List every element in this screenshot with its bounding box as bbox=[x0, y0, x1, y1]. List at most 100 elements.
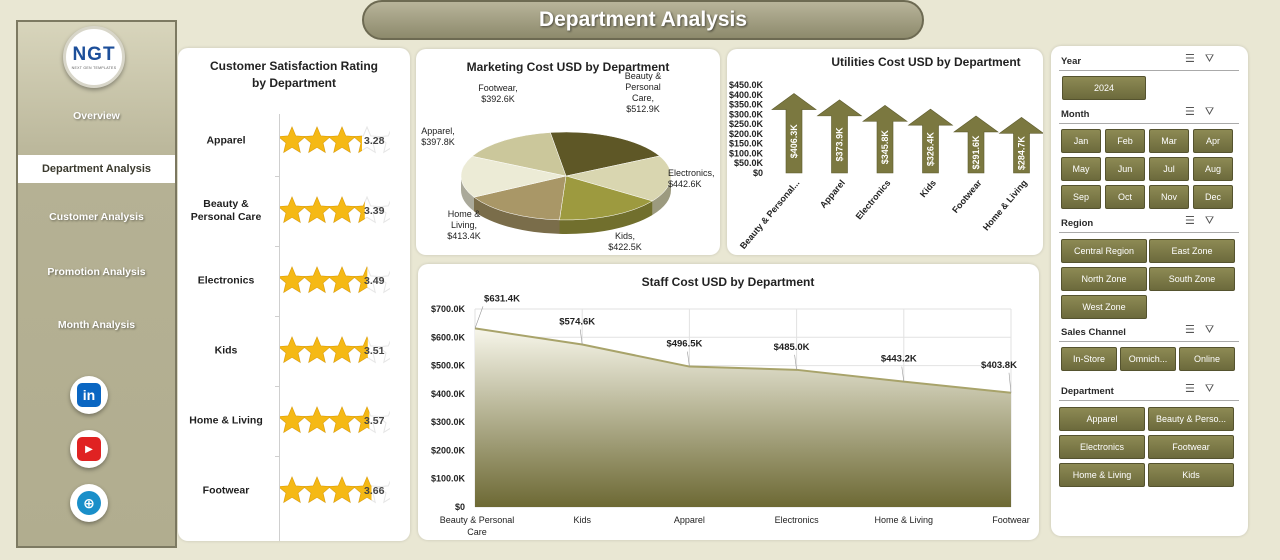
slicer-option-month[interactable]: Nov bbox=[1149, 185, 1189, 209]
multi-select-icon[interactable]: ☰ bbox=[1185, 215, 1205, 227]
x-tick-label: Apparel bbox=[674, 515, 705, 525]
slicer-option-region[interactable]: South Zone bbox=[1149, 267, 1235, 291]
multi-select-icon[interactable]: ☰ bbox=[1185, 106, 1205, 118]
utilities-bar[interactable] bbox=[953, 115, 999, 174]
star-icon bbox=[327, 406, 357, 433]
star-rating bbox=[280, 405, 390, 434]
star-icon bbox=[327, 476, 357, 503]
marketing-chart-title: Marketing Cost USD by Department bbox=[467, 60, 670, 74]
nav-overview[interactable]: Overview bbox=[73, 110, 120, 122]
star-icon bbox=[327, 196, 357, 223]
axis-tick bbox=[275, 386, 280, 387]
slicer-option-department[interactable]: Beauty & Perso... bbox=[1148, 407, 1234, 431]
slicer-option-month[interactable]: Aug bbox=[1193, 157, 1233, 181]
youtube-button[interactable]: ▶ bbox=[70, 430, 108, 468]
slicer-option-month[interactable]: Jan bbox=[1061, 129, 1101, 153]
pie-data-label: Kids, $422.5K bbox=[608, 231, 642, 252]
slicer-option-department[interactable]: Home & Living bbox=[1059, 463, 1145, 487]
star-outline-icon bbox=[377, 410, 390, 434]
star-icon bbox=[302, 406, 332, 433]
utilities-bar[interactable] bbox=[771, 93, 817, 174]
slicer-divider bbox=[1059, 400, 1239, 401]
slicer-option-region[interactable]: Central Region bbox=[1061, 239, 1147, 263]
pie-slice-side bbox=[473, 197, 560, 234]
slicer-option-department[interactable]: Kids bbox=[1148, 463, 1234, 487]
multi-select-icon[interactable]: ☰ bbox=[1185, 324, 1205, 336]
slicer-actions: ☰⛛ bbox=[1185, 382, 1224, 396]
slicer-option-month[interactable]: Sep bbox=[1061, 185, 1101, 209]
multi-select-icon[interactable]: ☰ bbox=[1185, 53, 1205, 65]
clear-filter-icon[interactable]: ⛛ bbox=[1204, 215, 1225, 227]
nav-department-analysis[interactable]: Department Analysis bbox=[18, 155, 175, 183]
multi-select-icon[interactable]: ☰ bbox=[1185, 383, 1205, 395]
slicer-option-region[interactable]: West Zone bbox=[1061, 295, 1147, 319]
star-rating bbox=[280, 195, 390, 224]
clear-filter-icon[interactable]: ⛛ bbox=[1204, 53, 1225, 65]
label-leader bbox=[901, 366, 905, 382]
y-tick-label: $150.0K bbox=[729, 139, 764, 149]
slicer-option-month[interactable]: Apr bbox=[1193, 129, 1233, 153]
star-rating bbox=[280, 125, 390, 154]
slicer-option-month[interactable]: Mar bbox=[1149, 129, 1189, 153]
satisfaction-label: Kids bbox=[214, 344, 238, 357]
star-icon bbox=[302, 196, 332, 223]
slicer-option-region[interactable]: East Zone bbox=[1149, 239, 1235, 263]
slicer-option-channel[interactable]: Omnich... bbox=[1120, 347, 1176, 371]
bar-data-label: $406.3K bbox=[789, 124, 799, 159]
slicer-option-month[interactable]: Jun bbox=[1105, 157, 1145, 181]
nav-customer-analysis[interactable]: Customer Analysis bbox=[49, 211, 144, 223]
star-icon bbox=[302, 476, 332, 503]
pie-slice[interactable] bbox=[473, 175, 567, 221]
slicer-option-month[interactable]: Dec bbox=[1193, 185, 1233, 209]
slicer-title-region: Region bbox=[1061, 218, 1094, 229]
pie-slice-side bbox=[461, 176, 474, 212]
pie-slice[interactable] bbox=[559, 175, 654, 221]
star-icon bbox=[280, 406, 307, 433]
slicer-option-month[interactable]: May bbox=[1061, 157, 1101, 181]
utilities-bar[interactable] bbox=[816, 99, 863, 174]
logo[interactable]: NGT NEXT GEN TEMPLATES bbox=[63, 26, 125, 88]
slicer-option-month[interactable]: Jul bbox=[1149, 157, 1189, 181]
star-rating bbox=[280, 475, 390, 504]
slicer-option-region[interactable]: North Zone bbox=[1061, 267, 1147, 291]
nav-month-analysis[interactable]: Month Analysis bbox=[57, 319, 136, 331]
pie-slice[interactable] bbox=[565, 155, 672, 202]
marketing-panel: Marketing Cost USD by Department Beauty &… bbox=[416, 49, 720, 255]
slicer-option-month[interactable]: Oct bbox=[1105, 185, 1145, 209]
slicer-option-month[interactable]: Feb bbox=[1105, 129, 1145, 153]
utilities-bar[interactable] bbox=[907, 108, 954, 174]
sidebar: NGT NEXT GEN TEMPLATES Overview Departme… bbox=[16, 20, 177, 548]
linkedin-button[interactable]: in bbox=[70, 376, 108, 414]
staff-area[interactable] bbox=[475, 328, 1011, 507]
satisfaction-value: 3.66 bbox=[364, 485, 385, 497]
satisfaction-value: 3.39 bbox=[364, 205, 385, 217]
slicer-option-department[interactable]: Electronics bbox=[1059, 435, 1145, 459]
utilities-bar[interactable] bbox=[862, 105, 908, 174]
star-outline-icon bbox=[377, 130, 390, 154]
pie-slice[interactable] bbox=[460, 155, 567, 198]
slicer-option-channel[interactable]: Online bbox=[1179, 347, 1235, 371]
y-tick-label: $600.0K bbox=[431, 332, 466, 342]
slicer-option-year[interactable]: 2024 bbox=[1062, 76, 1146, 100]
bar-data-label: $345.8K bbox=[880, 130, 890, 165]
slicer-option-department[interactable]: Footwear bbox=[1148, 435, 1234, 459]
clear-filter-icon[interactable]: ⛛ bbox=[1204, 324, 1225, 336]
satisfaction-row: Footwear 3.66 bbox=[178, 456, 410, 526]
clear-filter-icon[interactable]: ⛛ bbox=[1204, 383, 1225, 395]
utilities-bar[interactable] bbox=[998, 116, 1045, 174]
clear-filter-icon[interactable]: ⛛ bbox=[1204, 106, 1225, 118]
website-button[interactable]: ⊕ bbox=[70, 484, 108, 522]
slicer-option-channel[interactable]: In-Store bbox=[1061, 347, 1117, 371]
nav-promotion-analysis[interactable]: Promotion Analysis bbox=[47, 266, 146, 278]
x-tick-label: Beauty & Personal... bbox=[738, 178, 802, 251]
star-icon bbox=[352, 135, 362, 153]
pie-slice[interactable] bbox=[549, 131, 661, 177]
slicer-option-department[interactable]: Apparel bbox=[1059, 407, 1145, 431]
pie-slice[interactable] bbox=[471, 132, 567, 177]
slicer-divider bbox=[1059, 341, 1239, 342]
slicer-actions: ☰⛛ bbox=[1185, 105, 1224, 119]
star-outline-icon bbox=[377, 480, 390, 504]
satisfaction-panel: Customer Satisfaction Rating by Departme… bbox=[178, 48, 410, 541]
area-data-label: $485.0K bbox=[774, 342, 810, 353]
